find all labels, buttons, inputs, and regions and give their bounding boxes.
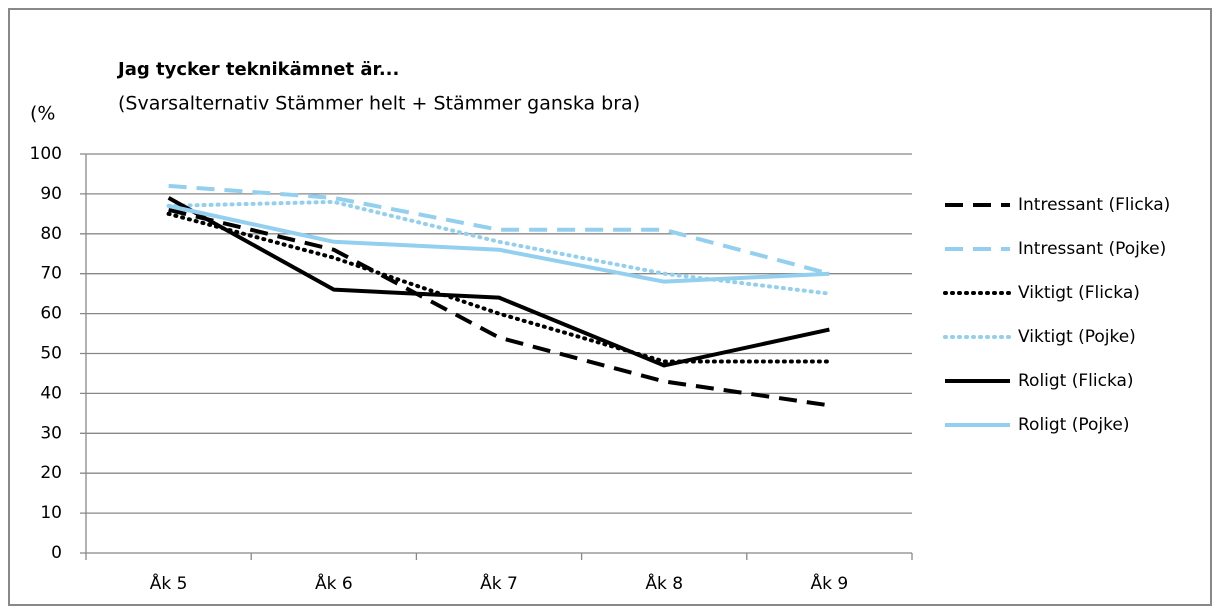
- y-tick-label: 0: [51, 543, 62, 563]
- legend-label: Intressant (Pojke): [1018, 239, 1166, 259]
- legend-label: Intressant (Flicka): [1018, 195, 1170, 215]
- y-tick-label: 100: [30, 144, 62, 164]
- y-tick-label: 60: [40, 304, 62, 324]
- y-tick-label: 90: [40, 184, 62, 204]
- x-tick-label: Åk 7: [480, 572, 518, 594]
- x-tick-label: Åk 5: [150, 572, 188, 594]
- chart-title: Jag tycker teknikämnet är...: [116, 59, 399, 80]
- x-tick-label: Åk 9: [811, 572, 849, 594]
- x-tick-label: Åk 8: [645, 572, 683, 594]
- line-series: [168, 207, 830, 408]
- legend-label: Viktigt (Flicka): [1018, 283, 1140, 303]
- line-series: [166, 211, 832, 364]
- y-tick-label: 30: [40, 423, 62, 443]
- y-tick-label: 80: [40, 224, 62, 244]
- y-tick-label: 40: [40, 383, 62, 403]
- x-tick-label: Åk 6: [315, 572, 353, 594]
- legend-label: Roligt (Flicka): [1018, 371, 1134, 391]
- y-tick-label: 70: [40, 264, 62, 284]
- chart-subtitle: (Svarsalternativ Stämmer helt + Stämmer …: [118, 93, 640, 115]
- y-tick-label: 10: [40, 503, 62, 523]
- y-axis-label: (%: [30, 103, 55, 125]
- line-series: [168, 203, 830, 284]
- chart-border: [8, 8, 1212, 606]
- legend-label: Viktigt (Pojke): [1018, 327, 1136, 347]
- legend-label: Roligt (Pojke): [1018, 415, 1130, 435]
- line-series: [167, 196, 830, 368]
- y-tick-label: 50: [40, 344, 62, 364]
- y-tick-label: 20: [40, 463, 62, 483]
